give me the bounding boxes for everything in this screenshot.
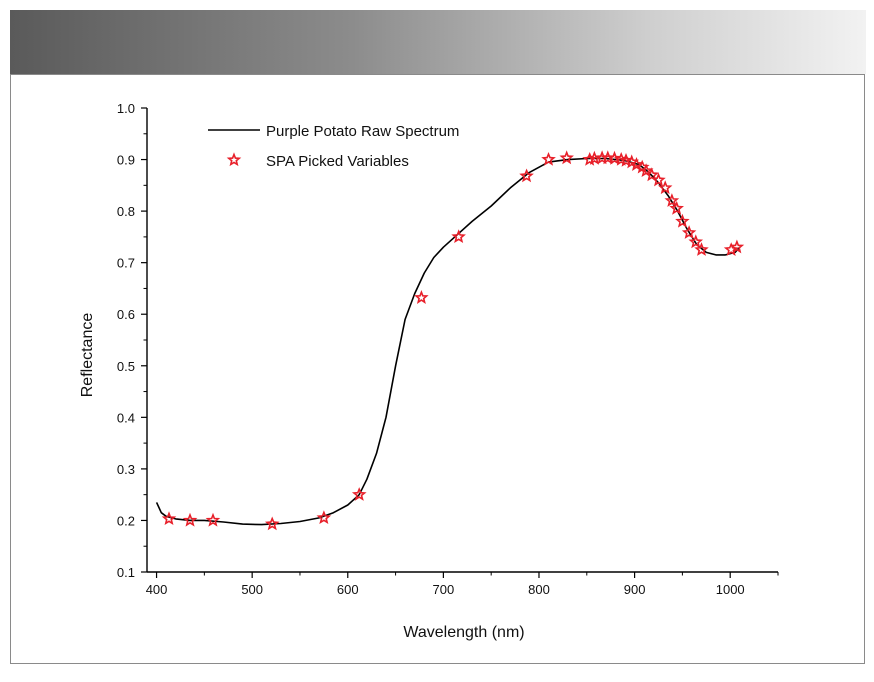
spa-marker — [729, 239, 745, 254]
y-axis-label: Reflectance — [79, 313, 96, 398]
y-tick-label: 1.0 — [117, 101, 135, 116]
header-banner — [10, 10, 866, 74]
x-tick-label: 500 — [241, 582, 263, 597]
spa-marker — [675, 213, 690, 228]
spa-marker — [694, 242, 709, 256]
spa-marker — [669, 200, 684, 215]
spa-marker — [644, 167, 660, 182]
spa-marker — [414, 289, 429, 304]
y-tick-label: 0.2 — [117, 513, 135, 528]
y-tick-label: 0.6 — [117, 307, 135, 322]
spa-marker — [451, 229, 466, 244]
legend-star-marker — [226, 152, 242, 167]
x-tick-label: 800 — [528, 582, 550, 597]
y-tick-label: 0.8 — [117, 204, 135, 219]
spa-marker — [629, 156, 644, 171]
legend: Purple Potato Raw Spectrum SPA Picked Va… — [208, 123, 459, 170]
spa-marker — [264, 516, 280, 531]
y-tick-label: 0.1 — [117, 565, 135, 580]
x-tick-label: 1000 — [716, 582, 745, 597]
axes: 400 500 600 700 800 900 1000 0.1 0.2 0.3 0.4 0.5 0.6… — [117, 101, 779, 597]
x-tick-label: 700 — [433, 582, 455, 597]
spa-marker — [688, 234, 704, 249]
y-tick-label: 0.7 — [117, 256, 135, 271]
spa-marker — [351, 487, 367, 501]
spa-marker — [664, 193, 680, 207]
spa-marker — [161, 511, 177, 526]
y-tick-label: 0.4 — [117, 410, 135, 425]
spa-marker — [607, 150, 622, 165]
spa-marker — [541, 152, 556, 166]
figure-frame — [10, 74, 865, 664]
x-axis-label: Wavelength (nm) — [403, 624, 524, 641]
spa-marker — [559, 150, 574, 165]
spa-marker — [582, 152, 597, 166]
legend-label-spa-variables: SPA Picked Variables — [266, 153, 409, 170]
y-tick-label: 0.5 — [117, 359, 135, 374]
y-tick-label: 0.9 — [117, 153, 135, 168]
spa-marker — [519, 168, 534, 183]
spectrum-line — [155, 157, 741, 526]
y-tick-label: 0.3 — [117, 462, 135, 477]
spa-marker — [316, 510, 332, 525]
x-tick-label: 400 — [146, 582, 168, 597]
spectrum-line-layer — [155, 157, 741, 526]
spa-marker — [618, 152, 634, 167]
x-tick-label: 900 — [624, 582, 646, 597]
spa-marker-layer — [161, 150, 745, 531]
legend-label-raw-spectrum: Purple Potato Raw Spectrum — [266, 123, 459, 140]
spa-marker — [657, 180, 673, 195]
spa-marker — [681, 225, 697, 239]
x-tick-label: 600 — [337, 582, 359, 597]
spa-marker — [182, 512, 198, 527]
spa-marker — [205, 512, 221, 527]
spa-marker — [651, 172, 666, 187]
